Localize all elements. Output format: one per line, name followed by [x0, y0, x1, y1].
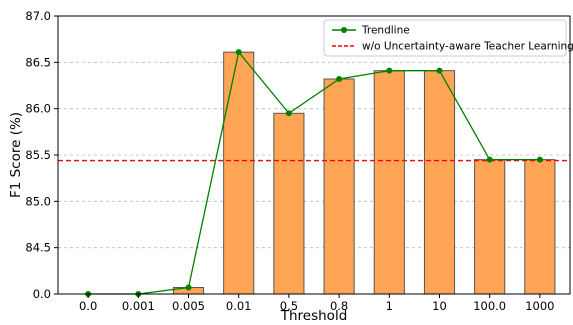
y-tick-label: 85.0	[25, 194, 51, 208]
trendline-point-0.5	[285, 110, 292, 117]
trendline-point-1000	[536, 156, 543, 163]
legend-box	[323, 19, 567, 57]
legend-reference-label: w/o Uncertainty-aware Teacher Learning	[362, 41, 573, 53]
y-tick-label: 87.0	[25, 9, 51, 23]
legend: Trendline w/o Uncertainty-aware Teacher …	[323, 19, 573, 57]
bar-1	[373, 70, 405, 295]
bar-10	[423, 70, 456, 295]
x-tick-label: 0.001	[122, 299, 155, 313]
y-tick-label: 85.5	[25, 148, 51, 162]
y-tick-label: 84.5	[25, 241, 51, 255]
y-tick-label: 0.0	[33, 287, 51, 301]
trendline-point-0.01	[235, 49, 242, 56]
bar-1000	[524, 159, 556, 295]
trendline-point-100.0	[486, 156, 493, 163]
x-axis-title: Threshold	[280, 308, 348, 324]
legend-trendline-marker	[341, 27, 347, 33]
y-axis-title: F1 Score (%)	[8, 112, 24, 198]
x-tick-label: 100.0	[473, 299, 506, 313]
x-tick-labels: 0.0 0.001 0.005 0.01 0.5 0.8 1 10 100.0 1000	[79, 294, 555, 313]
x-tick-label: 0.0	[79, 299, 97, 313]
x-tick-label: 0.5	[280, 299, 298, 313]
x-tick-label: 1	[386, 299, 393, 313]
bars	[172, 51, 556, 295]
x-tick-label: 0.01	[226, 299, 252, 313]
legend-trendline-label: Trendline	[361, 25, 410, 37]
x-tick-label: 1000	[525, 299, 554, 313]
y-tick-label: 86.5	[25, 55, 51, 69]
bar-100.0	[474, 159, 506, 295]
bar-0.5	[273, 112, 305, 295]
bar-0.8	[323, 78, 355, 295]
y-tick-labels: 0.0 84.5 85.0 85.5 86.0 86.5 87.0	[25, 9, 58, 301]
trendline-point-1	[386, 67, 393, 74]
trendline-point-0.005	[185, 284, 192, 291]
y-tick-label: 86.0	[25, 102, 51, 116]
x-tick-label: 0.8	[330, 299, 348, 313]
x-tick-label: 0.005	[172, 299, 205, 313]
trendline	[88, 50, 540, 295]
trendline-point-10	[436, 67, 443, 74]
bar-0.01	[223, 51, 255, 295]
trendline-point-0.8	[336, 76, 343, 83]
x-tick-label: 10	[432, 299, 447, 313]
